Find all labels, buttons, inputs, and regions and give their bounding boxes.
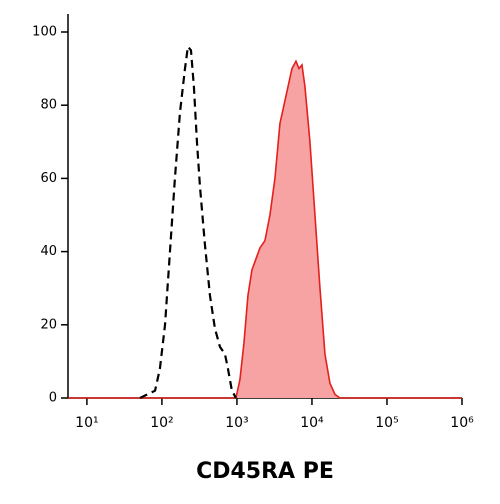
- histogram-area: [68, 61, 462, 398]
- y-tick-label: 0: [49, 391, 57, 406]
- y-tick-label: 100: [32, 25, 57, 40]
- x-tick-label: 10⁵: [375, 415, 398, 431]
- x-tick-label: 10²: [150, 415, 173, 431]
- x-tick-label: 10⁶: [450, 415, 474, 431]
- y-tick-label: 20: [40, 317, 57, 332]
- x-tick-label: 10³: [225, 415, 248, 431]
- y-tick-label: 40: [40, 244, 57, 259]
- x-tick-label: 10⁴: [300, 415, 324, 431]
- y-tick-label: 80: [40, 98, 57, 113]
- y-tick-label: 60: [40, 171, 57, 186]
- histogram-line: [68, 59, 462, 399]
- x-tick-label: 10¹: [75, 415, 98, 431]
- x-axis-label: CD45RA PE: [196, 459, 334, 484]
- histogram-line: [139, 44, 237, 399]
